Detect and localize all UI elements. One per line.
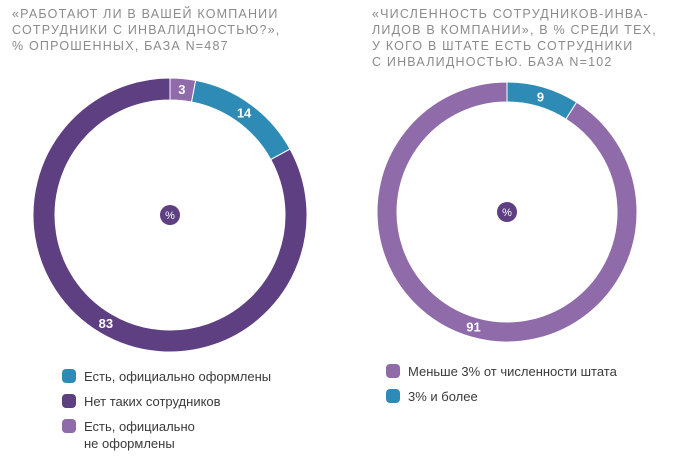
center-percent-label: % (502, 207, 512, 219)
center-percent-badge (160, 205, 180, 225)
legend-label: Нет таких сотрудников (84, 394, 221, 409)
legend-label: Есть, официально не оформлены (84, 419, 195, 451)
donut-chart-employees-with-disabilities: 3 14 83% (32, 77, 308, 353)
legend-label: Меньше 3% от численности штата (408, 364, 617, 379)
chart-title-left: «Работают ли в вашей компании сотрудники… (12, 7, 281, 53)
slice-value-label: 9 (537, 89, 544, 104)
legend-item: 3% и более (386, 388, 666, 405)
legend-swatch (62, 419, 76, 433)
legend-swatch (62, 394, 76, 408)
donut-slice-83 (32, 77, 308, 353)
legend-label: Есть, официально оформлены (84, 369, 272, 384)
legend-item: Есть, официально оформлены (62, 368, 322, 385)
legend-swatch (62, 369, 76, 383)
legend-left: Есть, официально оформлены Нет таких сотр… (62, 368, 322, 460)
chart-title-right: «Численность сотрудников-инва- лидов в к… (372, 7, 657, 69)
legend-swatch (386, 364, 400, 378)
center-percent-label: % (165, 210, 175, 222)
legend-item: Меньше 3% от численности штата (386, 363, 666, 380)
slice-value-label: 14 (237, 106, 252, 121)
slice-value-label: 3 (178, 82, 185, 97)
legend-item: Есть, официально не оформлены (62, 418, 322, 452)
center-percent-badge (497, 202, 517, 222)
legend-swatch (386, 389, 400, 403)
legend-right: Меньше 3% от численности штата 3% и более (386, 363, 666, 413)
legend-item: Нет таких сотрудников (62, 393, 322, 410)
slice-value-label: 91 (466, 320, 480, 335)
legend-label: 3% и более (408, 389, 478, 404)
donut-slice-91 (376, 81, 638, 343)
slice-value-label: 83 (99, 316, 113, 331)
